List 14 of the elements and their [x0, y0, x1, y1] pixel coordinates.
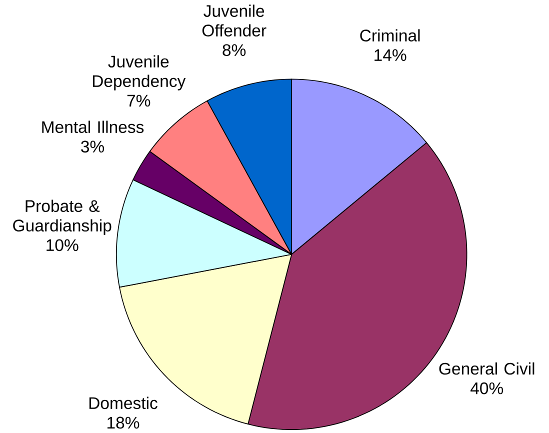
data-label: 10%	[46, 239, 78, 251]
data-label: 14%	[374, 49, 406, 61]
slice-label: Mental Illness	[42, 120, 144, 133]
slice-label: Juvenile Offender	[202, 4, 266, 36]
data-label: 18%	[107, 416, 140, 428]
slice-label: Criminal	[360, 29, 420, 42]
slice-label: Probate & Guardianship	[13, 200, 112, 235]
data-label: 8%	[222, 44, 246, 56]
data-label: 7%	[127, 94, 150, 106]
slice-label: Juvenile Dependency	[92, 55, 186, 90]
data-label: 3%	[81, 140, 104, 152]
slice-label: Domestic	[89, 396, 158, 409]
data-label: 40%	[470, 382, 504, 394]
slice-label: General Civil	[439, 362, 534, 375]
